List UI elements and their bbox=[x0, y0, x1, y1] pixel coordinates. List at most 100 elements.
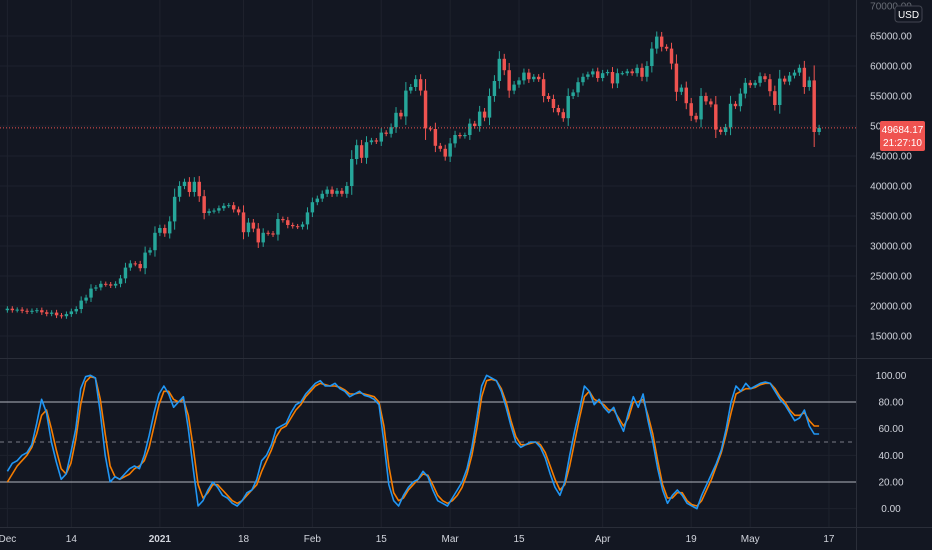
candle[interactable] bbox=[281, 216, 285, 223]
candle[interactable] bbox=[630, 68, 634, 76]
candle[interactable] bbox=[502, 53, 506, 76]
candle[interactable] bbox=[300, 221, 305, 230]
candle[interactable] bbox=[738, 88, 743, 112]
candle[interactable] bbox=[256, 223, 260, 248]
candle[interactable] bbox=[389, 123, 393, 138]
candle[interactable] bbox=[379, 128, 383, 146]
candle[interactable] bbox=[404, 82, 408, 125]
candlestick-series[interactable] bbox=[5, 31, 821, 319]
candle[interactable] bbox=[650, 42, 654, 73]
candle-body[interactable] bbox=[468, 123, 472, 135]
candle[interactable] bbox=[620, 71, 625, 76]
candle-body[interactable] bbox=[364, 142, 369, 158]
candle[interactable] bbox=[768, 74, 772, 97]
candle[interactable] bbox=[792, 69, 797, 79]
candle-body[interactable] bbox=[340, 190, 344, 194]
candle[interactable] bbox=[807, 76, 811, 91]
candle-body[interactable] bbox=[428, 128, 433, 130]
candle-body[interactable] bbox=[473, 123, 477, 126]
candle-body[interactable] bbox=[45, 312, 49, 314]
candle[interactable] bbox=[217, 205, 221, 214]
candle-body[interactable] bbox=[281, 219, 285, 221]
candle-body[interactable] bbox=[271, 233, 275, 235]
candle[interactable] bbox=[571, 89, 575, 99]
candle-body[interactable] bbox=[778, 78, 782, 105]
candle[interactable] bbox=[413, 75, 418, 92]
candle-body[interactable] bbox=[674, 63, 679, 92]
candle-body[interactable] bbox=[394, 112, 398, 128]
candle[interactable] bbox=[340, 187, 344, 197]
candle-body[interactable] bbox=[286, 220, 290, 225]
candle[interactable] bbox=[468, 118, 472, 140]
candle-body[interactable] bbox=[743, 82, 748, 94]
candle[interactable] bbox=[35, 307, 39, 314]
candle-body[interactable] bbox=[773, 91, 777, 105]
candle-body[interactable] bbox=[295, 226, 300, 228]
candle-body[interactable] bbox=[709, 101, 713, 105]
candle-body[interactable] bbox=[246, 222, 251, 233]
candle[interactable] bbox=[492, 75, 497, 102]
candle-body[interactable] bbox=[207, 211, 211, 213]
candle-body[interactable] bbox=[222, 205, 226, 209]
candle-body[interactable] bbox=[325, 189, 329, 194]
candle-body[interactable] bbox=[118, 278, 123, 284]
candle-body[interactable] bbox=[605, 72, 610, 74]
candle[interactable] bbox=[187, 177, 192, 197]
candle[interactable] bbox=[104, 281, 108, 287]
candle[interactable] bbox=[148, 247, 152, 256]
candle[interactable] bbox=[5, 306, 10, 313]
candle-body[interactable] bbox=[197, 181, 201, 197]
candle[interactable] bbox=[350, 150, 354, 195]
candle[interactable] bbox=[517, 77, 521, 88]
candle-body[interactable] bbox=[463, 135, 467, 137]
candle-body[interactable] bbox=[536, 76, 541, 80]
candle-body[interactable] bbox=[168, 221, 172, 234]
candle[interactable] bbox=[817, 124, 821, 136]
candle-body[interactable] bbox=[487, 96, 492, 118]
candle[interactable] bbox=[118, 274, 123, 288]
candle[interactable] bbox=[399, 109, 403, 120]
candle-body[interactable] bbox=[512, 84, 516, 91]
candle[interactable] bbox=[59, 312, 64, 319]
candle-body[interactable] bbox=[5, 308, 10, 311]
candle-body[interactable] bbox=[320, 193, 324, 199]
candle[interactable] bbox=[394, 107, 398, 133]
candle[interactable] bbox=[551, 94, 556, 113]
candle[interactable] bbox=[266, 230, 270, 236]
candle-body[interactable] bbox=[699, 96, 703, 120]
candle-body[interactable] bbox=[359, 145, 364, 158]
candle-body[interactable] bbox=[664, 46, 669, 49]
candle[interactable] bbox=[527, 68, 531, 83]
candle[interactable] bbox=[802, 60, 807, 94]
candle-body[interactable] bbox=[379, 132, 383, 142]
candle-body[interactable] bbox=[561, 112, 566, 119]
candle-body[interactable] bbox=[497, 58, 502, 81]
candle-body[interactable] bbox=[753, 82, 757, 86]
candle-body[interactable] bbox=[40, 310, 44, 313]
candle[interactable] bbox=[443, 144, 447, 161]
candle-body[interactable] bbox=[300, 224, 305, 227]
candle[interactable] bbox=[192, 177, 197, 197]
candle[interactable] bbox=[305, 207, 310, 230]
candle[interactable] bbox=[778, 69, 782, 114]
candle[interactable] bbox=[448, 138, 452, 162]
candle[interactable] bbox=[423, 79, 428, 140]
candle[interactable] bbox=[241, 205, 246, 240]
candle[interactable] bbox=[576, 77, 580, 98]
candle-body[interactable] bbox=[251, 222, 256, 229]
candle[interactable] bbox=[345, 181, 349, 198]
candle-body[interactable] bbox=[172, 196, 177, 222]
candle[interactable] bbox=[128, 260, 133, 271]
candle[interactable] bbox=[463, 132, 467, 139]
candle-body[interactable] bbox=[581, 76, 585, 83]
candle[interactable] bbox=[596, 67, 600, 82]
candle-body[interactable] bbox=[20, 309, 24, 311]
stoch-k-line[interactable] bbox=[6, 374, 820, 510]
candle-body[interactable] bbox=[679, 87, 684, 92]
candle[interactable] bbox=[541, 72, 546, 103]
candle[interactable] bbox=[354, 139, 359, 165]
candle-body[interactable] bbox=[527, 72, 531, 80]
candle-body[interactable] bbox=[492, 81, 497, 96]
candle-body[interactable] bbox=[276, 219, 280, 235]
candle[interactable] bbox=[418, 74, 423, 96]
